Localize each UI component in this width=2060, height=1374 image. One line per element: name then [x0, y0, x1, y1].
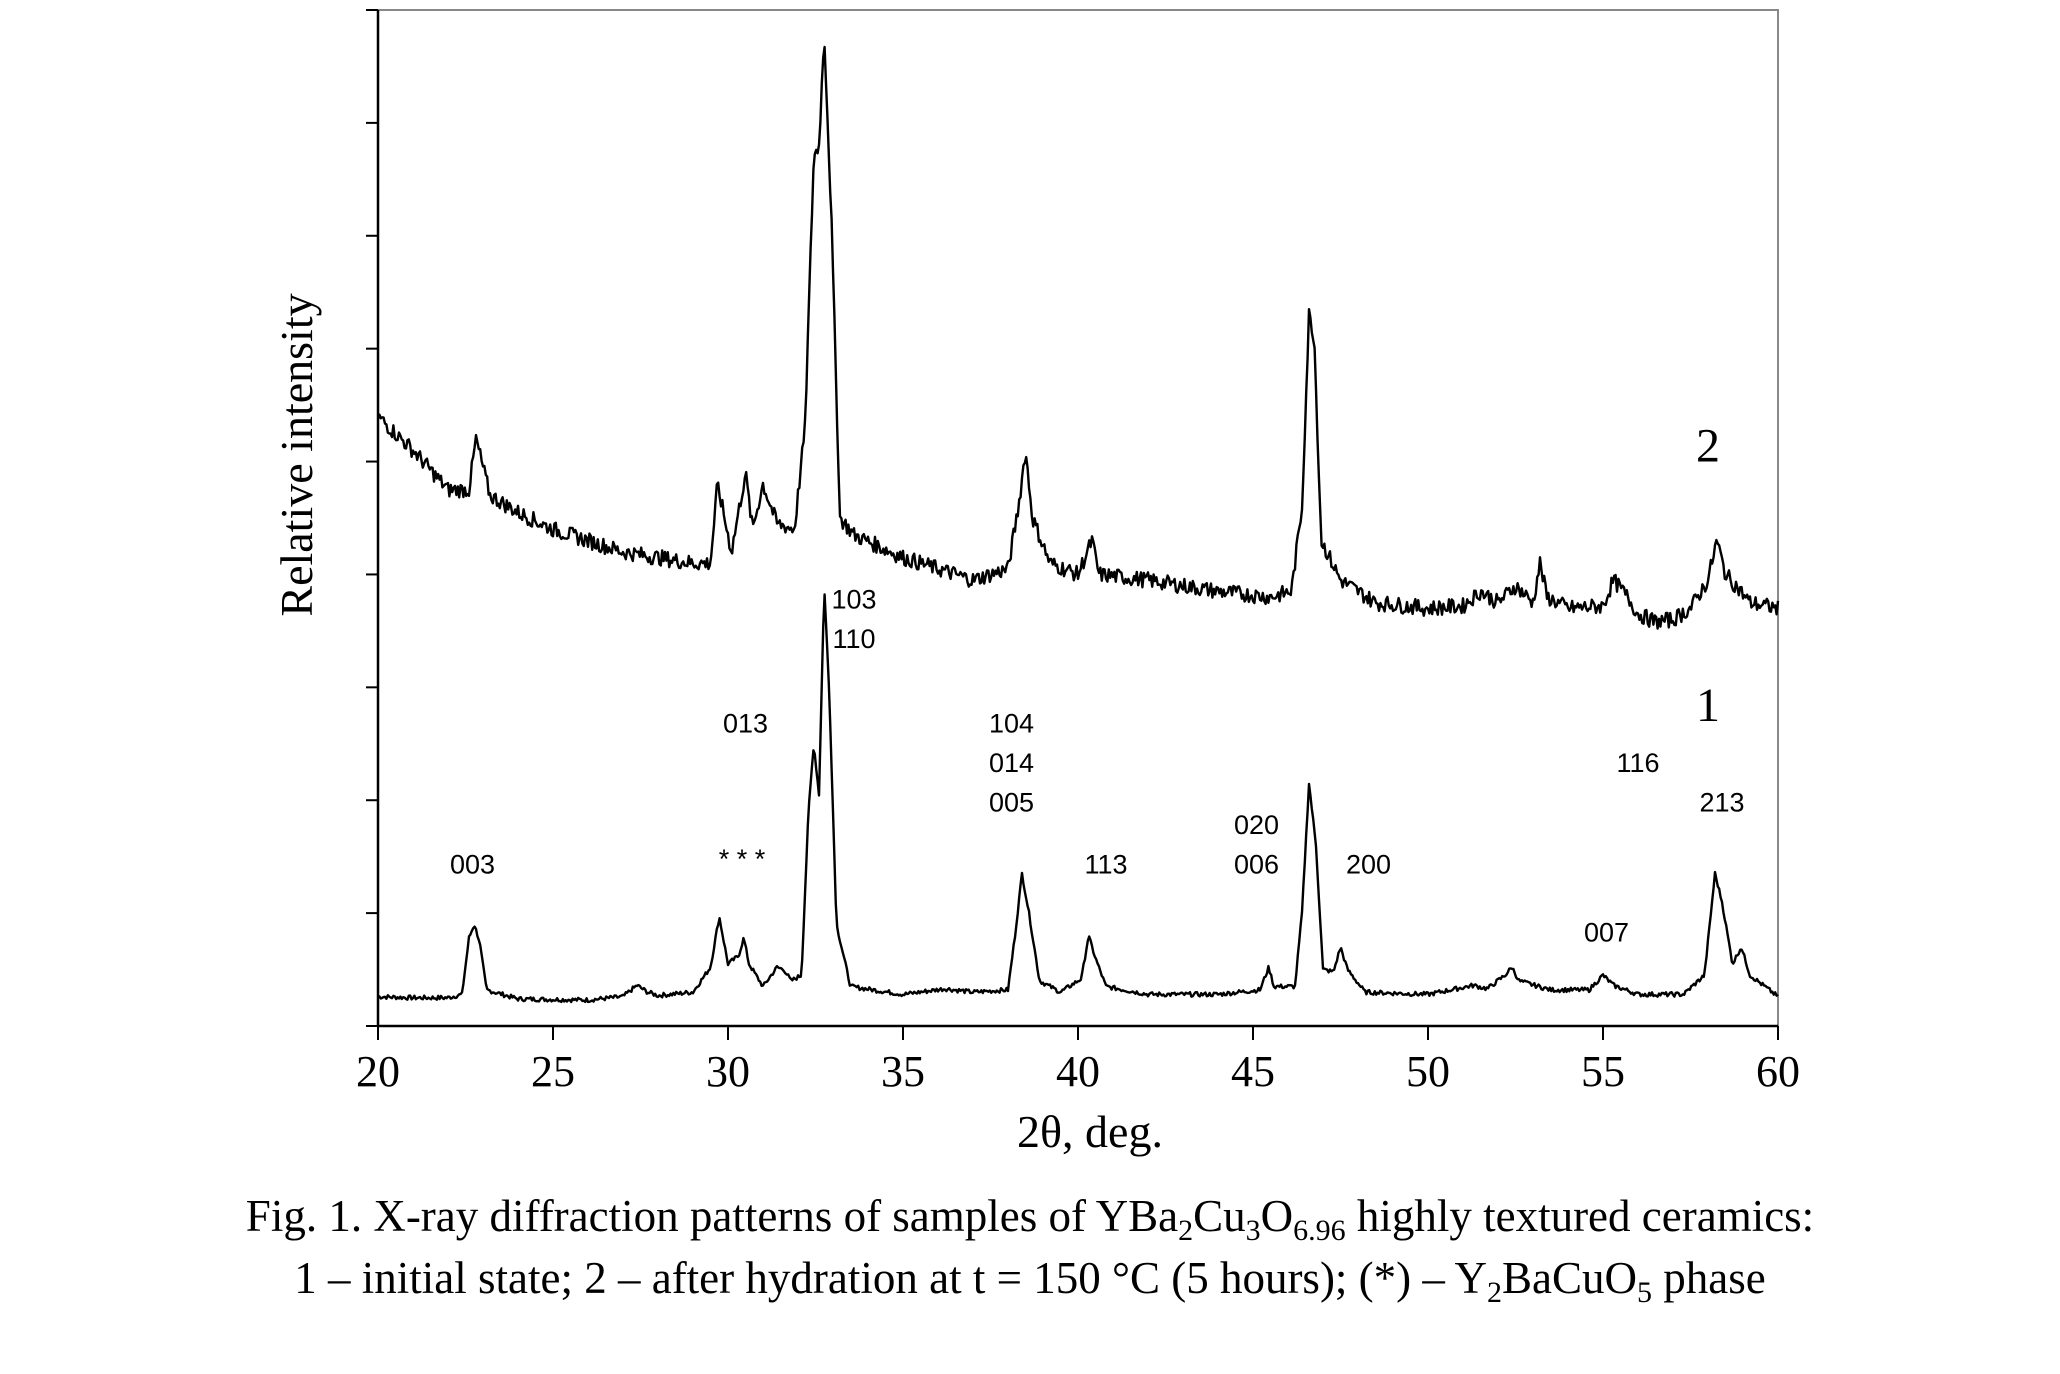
x-tick-label: 55 [1581, 1047, 1625, 1096]
x-tick-label: 30 [706, 1047, 750, 1096]
caption-subscript: 6.96 [1293, 1214, 1346, 1247]
x-tick-label: 25 [531, 1047, 575, 1096]
caption-line-1: Fig. 1. X-ray diffraction patterns of sa… [0, 1185, 2060, 1247]
x-tick-label: 60 [1756, 1047, 1800, 1096]
peak-annotation: 006 [1234, 850, 1279, 880]
x-tick-label: 50 [1406, 1047, 1450, 1096]
caption-subscript: 2 [1178, 1214, 1194, 1247]
x-tick-label: 35 [881, 1047, 925, 1096]
peak-annotation: 113 [1084, 850, 1127, 880]
plot-area: 20 25 30 35 40 45 50 55 60 2 1 003 * * * 013 103 110 104… [356, 9, 1800, 1096]
caption-text: phase [1652, 1253, 1766, 1303]
peak-annotation: 200 [1346, 850, 1391, 880]
curve-label: 2 [1696, 420, 1720, 473]
peak-annotation: 007 [1584, 917, 1629, 947]
x-tick-label: 40 [1056, 1047, 1100, 1096]
caption-text: Fig. 1. X-ray diffraction patterns of sa… [245, 1191, 1179, 1241]
x-tick-label: 45 [1231, 1047, 1275, 1096]
series-line-2 [376, 45, 1780, 630]
peak-annotation: 103 [831, 584, 876, 614]
peak-annotation: 005 [989, 788, 1034, 818]
x-tick-label: 20 [356, 1047, 400, 1096]
peak-annotation: 020 [1234, 810, 1279, 840]
peak-annotation: 014 [989, 748, 1034, 778]
peak-annotation: 003 [450, 850, 495, 880]
x-axis-label: 2θ, deg. [1017, 1106, 1163, 1157]
peak-annotation: 213 [1699, 788, 1744, 818]
caption-text: 1 – initial state; 2 – after hydration a… [294, 1253, 1487, 1303]
caption-subscript: 3 [1245, 1214, 1261, 1247]
caption-text: O [1260, 1191, 1294, 1241]
caption-text: Cu [1193, 1191, 1246, 1241]
caption-text: BaCuO [1502, 1253, 1637, 1303]
caption-text: highly textured ceramics: [1345, 1191, 1815, 1241]
figure-caption: Fig. 1. X-ray diffraction patterns of sa… [0, 1185, 2060, 1309]
caption-line-2: 1 – initial state; 2 – after hydration a… [0, 1247, 2060, 1309]
peak-annotation: 013 [723, 708, 768, 738]
caption-subscript: 2 [1487, 1276, 1502, 1309]
plot-frame [377, 9, 1779, 1027]
peak-annotation: 110 [832, 624, 875, 654]
peak-annotation: * * * [719, 844, 766, 874]
y-axis-label: Relative intensity [271, 293, 322, 616]
series-line-1 [377, 593, 1779, 1004]
caption-subscript: 5 [1637, 1276, 1652, 1309]
peak-annotation: 116 [1616, 748, 1659, 778]
curve-label: 1 [1696, 679, 1720, 732]
peak-annotation: 104 [989, 708, 1034, 738]
